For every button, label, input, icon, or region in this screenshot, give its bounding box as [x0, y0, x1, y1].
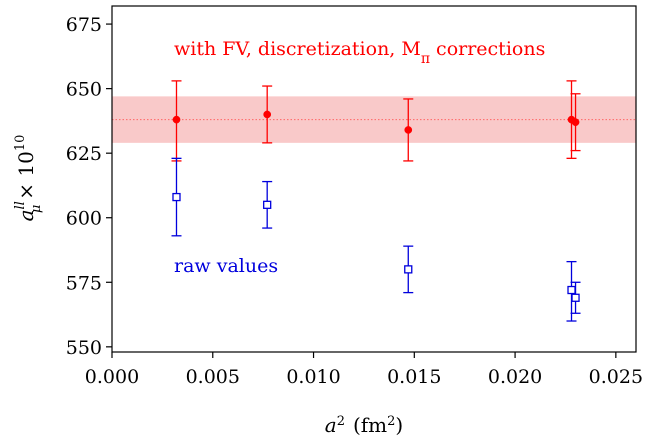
data-point-0-0 — [172, 115, 181, 124]
data-point-1-0 — [172, 192, 181, 202]
series-label-corrected-text: with FV, discretization, M — [174, 38, 421, 60]
x-tick-label-3: 0.015 — [387, 366, 441, 388]
data-point-1-3 — [567, 285, 576, 295]
x-axis-label-main: a — [325, 413, 337, 437]
series-label-raw-text: raw values — [174, 255, 278, 277]
data-point-1-1 — [263, 200, 272, 209]
x-axis-label-sup: 2 — [337, 414, 345, 429]
y-axis-label-sub: μ — [29, 205, 44, 213]
x-tick-label-5: 0.025 — [589, 366, 643, 388]
x-axis-label-unit-close: ) — [395, 413, 403, 437]
y-tick-label-0: 550 — [66, 337, 102, 359]
plot-frame — [111, 5, 637, 353]
x-tick-label-2: 0.010 — [286, 366, 340, 388]
y-tick-label-4: 650 — [66, 79, 102, 101]
y-tick-label-5: 675 — [66, 14, 102, 36]
x-tick-label-1: 0.005 — [186, 366, 240, 388]
series-label-corrected-end: corrections — [436, 38, 545, 60]
series-label-corrected: with FV, discretization, Mπ corrections — [174, 38, 545, 67]
x-tick-label-4: 0.020 — [488, 366, 542, 388]
y-axis-label-sup: ll — [13, 201, 28, 209]
ticks-layer: 0.000 0.005 0.010 0.015 0.020 0.025 550 575 600 6… — [66, 14, 643, 388]
y-axis-label-main: a — [14, 209, 38, 221]
x-tick-label-0: 0.000 — [85, 366, 139, 388]
data-point-0-1 — [263, 110, 272, 119]
x-axis-label-unit-sup: 2 — [387, 414, 395, 429]
data-point-0-2 — [404, 126, 413, 134]
series-0 — [171, 80, 581, 162]
data-point-1-4 — [571, 293, 580, 302]
series-label-raw: raw values — [174, 255, 278, 277]
x-axis-label: a2 (fm2) — [325, 413, 403, 437]
y-tick-label-1: 575 — [66, 272, 102, 294]
x-axis-label-unit-open: (fm — [353, 413, 387, 437]
data-point-0-4 — [571, 118, 580, 127]
data-point-1-2 — [404, 265, 413, 274]
plot-background — [112, 6, 636, 352]
y-axis-label-times: × 10 — [14, 151, 38, 200]
average-band — [112, 96, 636, 143]
series-1 — [171, 157, 581, 322]
y-axis-label: allμ × 1010 — [13, 135, 44, 222]
band-layer — [112, 96, 636, 143]
marks-layer — [171, 80, 581, 322]
y-tick-label-3: 625 — [66, 143, 102, 165]
y-axis-label-exp: 10 — [13, 135, 28, 152]
series-label-corrected-sub: π — [421, 51, 430, 67]
y-tick-label-2: 600 — [66, 208, 102, 230]
